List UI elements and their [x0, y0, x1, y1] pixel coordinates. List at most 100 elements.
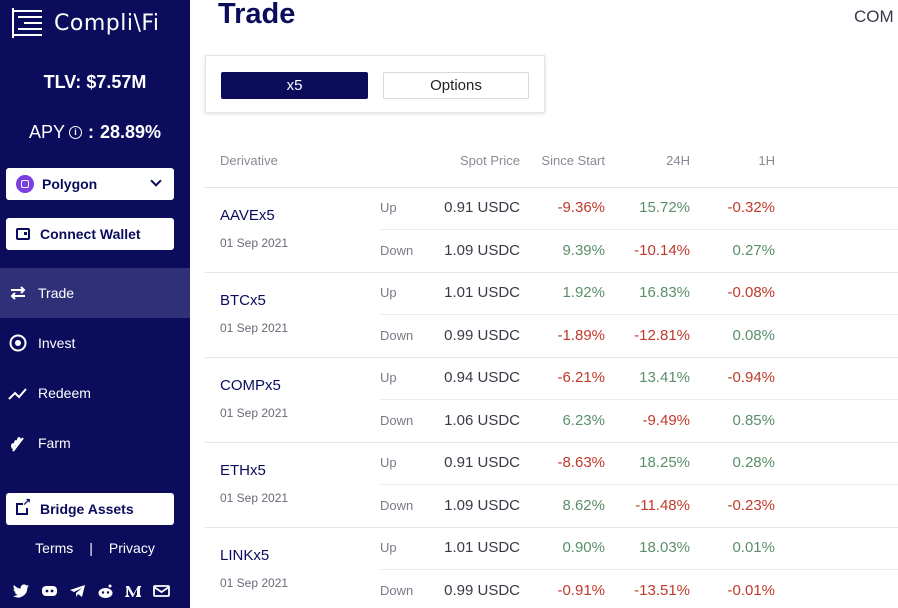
since-start-cell: -1.89% — [557, 327, 605, 344]
derivative-name[interactable]: ETHx5 — [220, 462, 266, 479]
row-divider — [380, 484, 898, 485]
bridge-assets-button[interactable]: Bridge Assets — [6, 493, 174, 525]
change-1h-cell: -0.32% — [727, 199, 775, 216]
spot-price-cell: 0.99 USDC — [444, 582, 520, 599]
direction-label-up: Up — [380, 370, 397, 385]
medium-icon[interactable] — [124, 582, 142, 600]
telegram-icon[interactable] — [68, 582, 86, 600]
header-24h: 24H — [666, 153, 690, 168]
footer-links: Terms | Privacy — [0, 540, 190, 556]
complifi-logo-icon — [12, 8, 42, 38]
change-1h-cell: -0.08% — [727, 284, 775, 301]
derivative-name[interactable]: COMPx5 — [220, 377, 281, 394]
nav-item-trade[interactable]: Trade — [0, 268, 190, 318]
change-24h-cell: 18.03% — [639, 539, 690, 556]
change-1h-cell: 0.08% — [732, 327, 775, 344]
change-24h-cell: -13.51% — [634, 582, 690, 599]
brand-logo[interactable]: Compli\Fi — [12, 8, 160, 38]
tab-x5[interactable]: x5 — [221, 72, 368, 99]
page-title: Trade — [218, 0, 296, 30]
change-24h-cell: -10.14% — [634, 242, 690, 259]
since-start-cell: -0.91% — [557, 582, 605, 599]
chevron-down-icon — [150, 175, 162, 187]
nav-label-trade: Trade — [38, 285, 75, 301]
group-divider — [205, 187, 898, 188]
spot-price-cell: 0.91 USDC — [444, 199, 520, 216]
bridge-assets-label: Bridge Assets — [40, 501, 134, 517]
derivative-date: 01 Sep 2021 — [220, 236, 289, 250]
target-icon — [8, 333, 28, 353]
row-divider — [380, 399, 898, 400]
direction-label-up: Up — [380, 200, 397, 215]
reddit-icon[interactable] — [96, 582, 114, 600]
since-start-cell: 0.90% — [562, 539, 605, 556]
change-1h-cell: 0.85% — [732, 412, 775, 429]
direction-label-down: Down — [380, 583, 414, 598]
change-24h-cell: -12.81% — [634, 327, 690, 344]
tlv-label: TLV: — [43, 72, 82, 92]
change-24h-cell: 18.25% — [639, 454, 690, 471]
mail-icon[interactable] — [152, 582, 170, 600]
derivative-name[interactable]: AAVEx5 — [220, 207, 275, 224]
header-right-text: COM — [854, 7, 894, 26]
trend-icon — [8, 383, 28, 403]
social-links — [12, 582, 170, 600]
network-select[interactable]: Polygon — [6, 168, 174, 200]
network-label: Polygon — [42, 176, 98, 192]
nav-item-farm[interactable]: Farm — [0, 418, 190, 468]
wheat-icon — [8, 433, 28, 453]
since-start-cell: 6.23% — [562, 412, 605, 429]
nav-item-redeem[interactable]: Redeem — [0, 368, 190, 418]
spot-price-cell: 1.09 USDC — [444, 497, 520, 514]
group-divider — [205, 527, 898, 528]
since-start-cell: 9.39% — [562, 242, 605, 259]
direction-label-down: Down — [380, 413, 414, 428]
spot-price-cell: 0.91 USDC — [444, 454, 520, 471]
derivative-date: 01 Sep 2021 — [220, 406, 289, 420]
twitter-icon[interactable] — [12, 582, 30, 600]
row-divider — [380, 569, 898, 570]
nav-item-invest[interactable]: Invest — [0, 318, 190, 368]
spot-price-cell: 0.99 USDC — [444, 327, 520, 344]
apy-value: 28.89% — [99, 122, 162, 142]
link-separator: | — [89, 540, 93, 556]
sidebar: Compli\Fi TLV: $7.57M APY i: 28.89% Poly… — [0, 0, 190, 608]
change-24h-cell: -11.48% — [635, 497, 690, 514]
external-link-icon — [16, 498, 31, 515]
group-divider — [205, 272, 898, 273]
terms-link[interactable]: Terms — [35, 540, 74, 556]
header-derivative: Derivative — [220, 153, 278, 168]
row-divider — [380, 229, 898, 230]
tlv-stat: TLV: $7.57M — [0, 72, 190, 93]
direction-label-up: Up — [380, 540, 397, 555]
discord-icon[interactable] — [40, 582, 58, 600]
apy-label: APY — [28, 122, 65, 142]
since-start-cell: -9.36% — [557, 199, 605, 216]
spot-price-cell: 0.94 USDC — [444, 369, 520, 386]
change-1h-cell: -0.01% — [727, 582, 775, 599]
since-start-cell: -6.21% — [557, 369, 605, 386]
tab-options[interactable]: Options — [383, 72, 529, 99]
swap-icon — [8, 283, 28, 303]
brand-name: Compli\Fi — [54, 10, 160, 36]
change-1h-cell: 0.27% — [732, 242, 775, 259]
info-icon[interactable]: i — [68, 126, 82, 139]
connect-wallet-button[interactable]: Connect Wallet — [6, 218, 174, 250]
change-24h-cell: 16.83% — [639, 284, 690, 301]
derivative-name[interactable]: LINKx5 — [220, 547, 270, 564]
privacy-link[interactable]: Privacy — [108, 540, 155, 556]
header-spot-price: Spot Price — [460, 153, 520, 168]
derivative-name[interactable]: BTCx5 — [220, 292, 266, 309]
spot-price-cell: 1.09 USDC — [444, 242, 520, 259]
direction-label-down: Down — [380, 498, 414, 513]
since-start-cell: 1.92% — [562, 284, 605, 301]
change-1h-cell: 0.01% — [732, 539, 775, 556]
since-start-cell: 8.62% — [562, 497, 605, 514]
change-24h-cell: 13.41% — [639, 369, 690, 386]
polygon-icon — [16, 175, 34, 193]
change-24h-cell: 15.72% — [639, 199, 690, 216]
derivative-date: 01 Sep 2021 — [220, 321, 289, 335]
group-divider — [205, 442, 898, 443]
direction-label-up: Up — [380, 455, 397, 470]
